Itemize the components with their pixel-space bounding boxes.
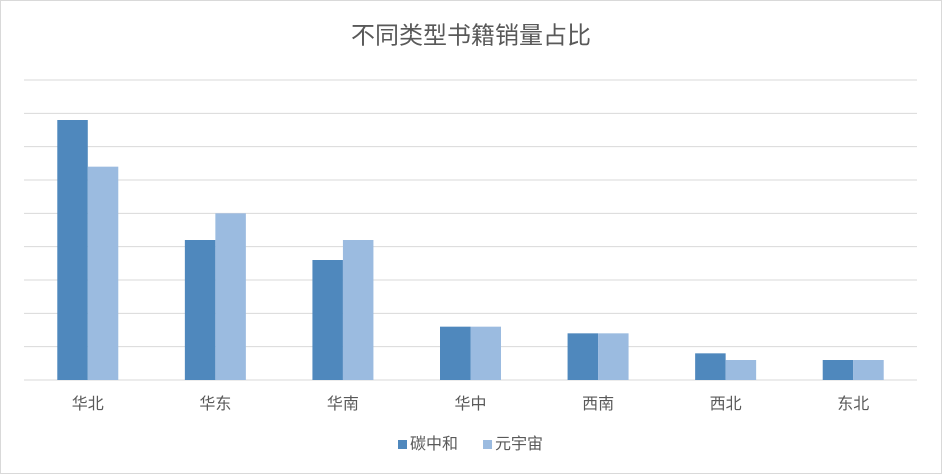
bar: [87, 166, 119, 380]
bar: [853, 360, 884, 380]
x-tick-label: 华东: [199, 395, 231, 413]
legend-swatch: [483, 440, 493, 449]
bar: [342, 240, 374, 380]
bar: [184, 240, 216, 380]
x-tick-label: 西北: [710, 395, 742, 413]
bar: [215, 213, 246, 380]
bar: [312, 260, 343, 380]
x-tick-label: 西南: [582, 395, 614, 413]
bar: [470, 326, 501, 380]
legend-label: 元宇宙: [495, 435, 543, 453]
bar: [57, 120, 88, 380]
legend-label: 碳中和: [410, 435, 458, 453]
x-tick-label: 华北: [72, 395, 104, 413]
bar: [725, 360, 757, 380]
bar: [598, 333, 629, 380]
bar: [695, 353, 726, 380]
chart-title: 不同类型书籍销量占比: [351, 22, 591, 49]
x-tick-label: 华南: [327, 395, 359, 413]
x-tick-label: 东北: [837, 395, 869, 413]
legend-swatch: [398, 440, 407, 449]
bar: [822, 360, 854, 380]
x-tick-label: 华中: [454, 395, 486, 413]
bar: [567, 333, 599, 380]
bar: [440, 326, 471, 380]
